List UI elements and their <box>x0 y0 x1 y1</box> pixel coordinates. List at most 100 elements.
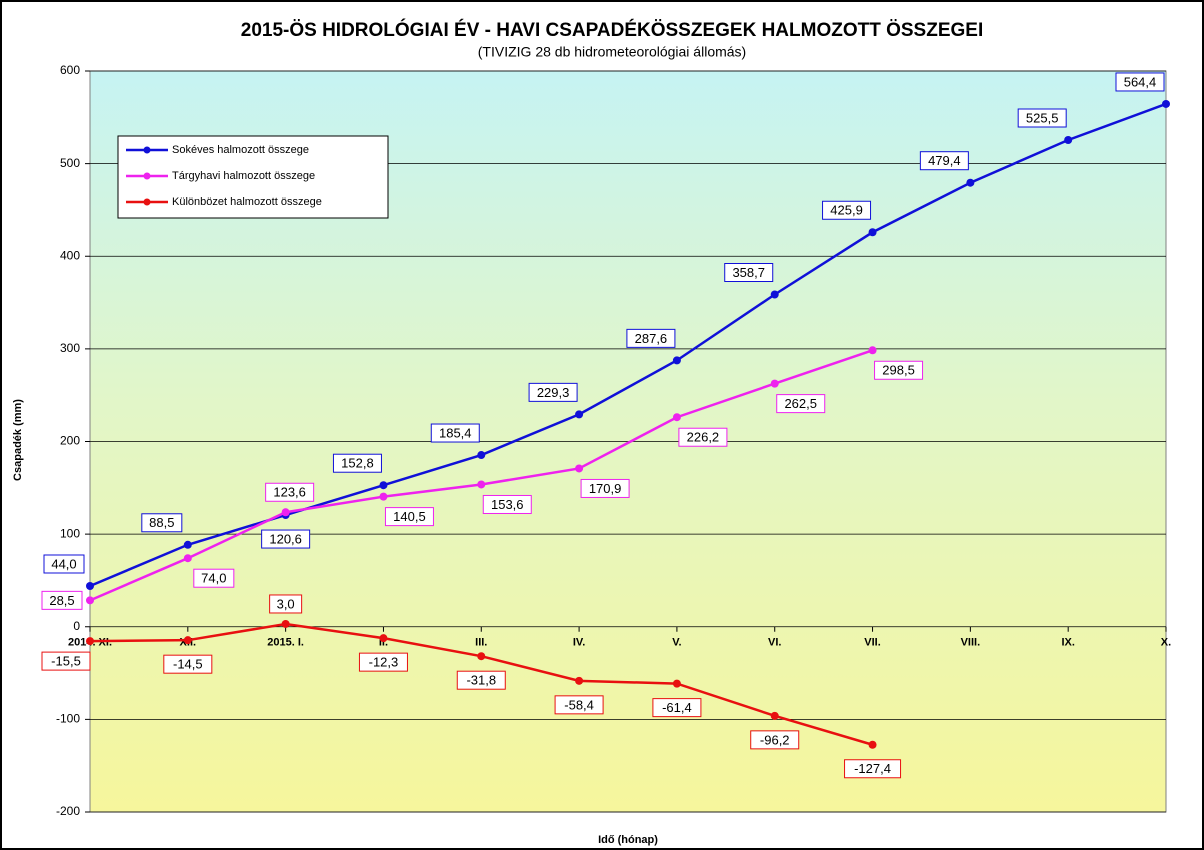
x-tick-label: VI. <box>768 637 781 649</box>
legend-label: Tárgyhavi halmozott összege <box>172 170 315 182</box>
point <box>379 481 388 490</box>
y-tick-label: 100 <box>60 526 80 540</box>
x-tick-label: VII. <box>864 637 881 649</box>
value-label-box <box>1017 108 1067 128</box>
x-tick-label: II. <box>379 637 388 649</box>
point <box>770 290 779 299</box>
value-label-box <box>163 654 213 674</box>
value-label: -31,8 <box>466 673 496 688</box>
value-label: 170,9 <box>589 481 622 496</box>
value-label: -58,4 <box>564 697 594 712</box>
value-label-box <box>265 482 315 502</box>
point <box>575 410 584 419</box>
point <box>281 508 290 517</box>
y-axis-label: Csapadék (mm) <box>12 399 24 481</box>
value-label-box <box>261 529 311 549</box>
x-tick-label: IX. <box>1061 637 1074 649</box>
value-label: 287,6 <box>635 331 668 346</box>
chart-title: 2015-ÖS HIDROLÓGIAI ÉV - HAVI CSAPADÉKÖS… <box>241 19 984 41</box>
x-tick-label: V. <box>672 637 681 649</box>
y-tick-label: 500 <box>60 156 80 170</box>
value-label-box <box>482 494 532 514</box>
value-label: 88,5 <box>149 515 174 530</box>
legend-label: Sokéves halmozott összege <box>172 144 309 156</box>
value-label: 226,2 <box>687 430 720 445</box>
value-label-box <box>919 151 969 171</box>
value-label-box <box>43 554 85 574</box>
value-label: 120,6 <box>269 531 302 546</box>
y-tick-label: 0 <box>73 619 80 633</box>
value-label: 152,8 <box>341 456 374 471</box>
legend-label: Különbözet halmozott összege <box>172 196 322 208</box>
value-label: 298,5 <box>882 363 915 378</box>
chart-subtitle: (TIVIZIG 28 db hidrometeorológiai állomá… <box>478 44 746 60</box>
point <box>183 554 192 563</box>
y-tick-label: 600 <box>60 63 80 77</box>
value-label-box <box>1115 72 1165 92</box>
point <box>770 711 779 720</box>
legend-marker <box>143 146 151 154</box>
point <box>672 356 681 365</box>
value-label: 425,9 <box>830 203 863 218</box>
value-label: 229,3 <box>537 385 570 400</box>
point <box>183 636 192 645</box>
point <box>86 581 94 590</box>
value-label: 479,4 <box>928 153 961 168</box>
value-label: -15,5 <box>51 654 81 669</box>
value-label: 44,0 <box>51 556 76 571</box>
point <box>868 228 877 237</box>
value-label-box <box>193 568 235 588</box>
x-tick-label: IV. <box>573 637 585 649</box>
value-label-box <box>384 507 434 527</box>
value-label: 262,5 <box>784 396 817 411</box>
value-label-box <box>678 427 728 447</box>
legend: Sokéves halmozott összege Tárgyhavi halmo… <box>117 135 389 219</box>
value-label-box <box>430 423 480 443</box>
point <box>477 451 486 460</box>
value-label-box <box>269 594 303 614</box>
y-tick-label: 300 <box>60 341 80 355</box>
x-tick-label: III. <box>475 637 487 649</box>
value-label-box <box>776 394 826 414</box>
value-label: -61,4 <box>662 700 692 715</box>
value-label-box <box>358 652 408 672</box>
point <box>379 492 388 501</box>
value-label: 564,4 <box>1124 74 1157 89</box>
x-tick-label: VIII. <box>961 637 981 649</box>
value-label-box <box>844 759 902 779</box>
point <box>770 379 779 388</box>
value-label-box <box>528 382 578 402</box>
value-label-box <box>724 263 774 283</box>
value-label-box <box>580 478 630 498</box>
point <box>86 596 94 605</box>
x-axis-label: Idő (hónap) <box>598 834 658 846</box>
y-tick-label: 400 <box>60 248 80 262</box>
value-label-box <box>874 360 924 380</box>
value-label: 74,0 <box>201 571 226 586</box>
point <box>183 540 192 549</box>
value-label: 28,5 <box>49 593 74 608</box>
point <box>281 619 290 628</box>
point <box>1162 99 1170 108</box>
value-label: -14,5 <box>173 657 203 672</box>
point <box>575 676 584 685</box>
value-label: 153,6 <box>491 497 524 512</box>
value-label-box <box>652 698 702 718</box>
value-label-box <box>626 328 676 348</box>
value-label: 185,4 <box>439 425 472 440</box>
legend-marker <box>143 172 151 180</box>
point <box>868 740 877 749</box>
value-label-box <box>41 651 91 671</box>
value-label: 140,5 <box>393 509 426 524</box>
y-tick-label: -200 <box>56 804 80 818</box>
x-tick-label: X. <box>1161 637 1171 649</box>
value-label-box <box>141 513 183 533</box>
point <box>672 413 681 422</box>
point <box>868 346 877 355</box>
legend-marker <box>143 198 151 206</box>
y-tick-label: -100 <box>56 712 80 726</box>
value-label: 358,7 <box>732 265 765 280</box>
value-label-box <box>332 453 382 473</box>
